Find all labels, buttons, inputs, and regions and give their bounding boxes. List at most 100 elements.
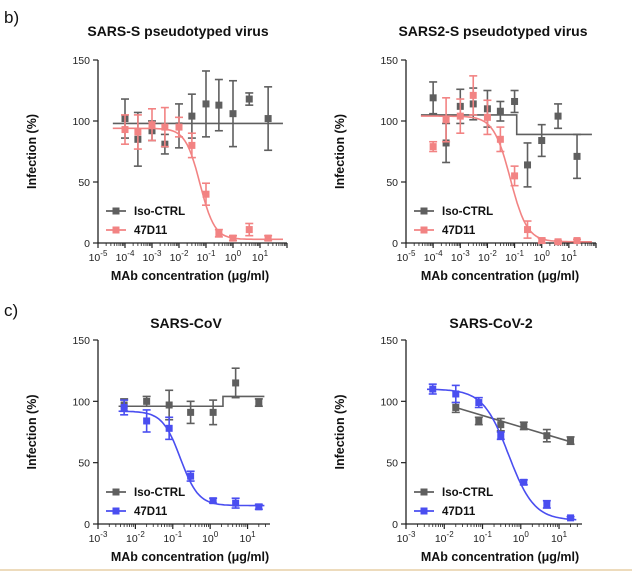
series-47d11: 47D11 <box>414 75 592 246</box>
legend-swatch-marker <box>112 207 120 215</box>
data-point <box>543 500 551 508</box>
series-iso-ctrl: Iso-CTRL <box>414 401 575 499</box>
x-tick-label: 10-2 <box>126 530 145 545</box>
data-point <box>165 401 173 409</box>
data-point <box>209 497 217 505</box>
series-47d11: 47D11 <box>414 383 577 522</box>
data-point <box>567 514 575 522</box>
y-tick-label: 0 <box>392 519 398 531</box>
data-point <box>442 139 450 147</box>
x-tick-label: 101 <box>551 530 568 545</box>
data-point <box>483 113 491 121</box>
legend-label: 47D11 <box>442 506 476 518</box>
x-tick-label: 101 <box>561 249 578 264</box>
x-tick-label: 10-1 <box>197 249 216 264</box>
data-point <box>429 385 437 393</box>
data-point <box>429 143 437 151</box>
data-point <box>232 499 240 507</box>
y-tick-label: 100 <box>380 116 398 128</box>
data-point <box>209 408 217 416</box>
fit-curve <box>420 115 592 243</box>
chart-panel-1: SARS-S pseudotyped virus 0 50 100 150 10-5 10-… <box>25 23 288 283</box>
y-tick-label: 0 <box>84 238 90 250</box>
data-point <box>188 141 196 149</box>
data-point <box>255 503 263 511</box>
x-tick-label: 10-4 <box>116 249 135 264</box>
data-point <box>520 422 528 430</box>
data-point <box>245 95 253 103</box>
data-point <box>496 107 504 115</box>
fit-curve <box>420 114 592 136</box>
legend-swatch-marker <box>420 226 428 234</box>
y-tick-label: 50 <box>386 177 398 189</box>
data-point <box>161 123 169 131</box>
y-tick-label: 100 <box>380 396 398 408</box>
y-tick-label: 100 <box>72 116 90 128</box>
y-tick-label: 150 <box>380 335 398 347</box>
series-iso-ctrl: Iso-CTRL <box>106 367 265 499</box>
x-tick-label: 10-2 <box>435 530 454 545</box>
data-point <box>524 226 532 234</box>
y-tick-label: 150 <box>72 55 90 67</box>
x-tick-label: 100 <box>534 249 551 264</box>
data-point <box>554 112 562 120</box>
legend-label: Iso-CTRL <box>134 206 185 218</box>
legend-label: 47D11 <box>134 506 168 518</box>
charts-group: SARS-S pseudotyped virus 0 50 100 150 10-5 10-… <box>25 23 597 564</box>
data-point <box>524 161 532 169</box>
x-tick-label: 100 <box>202 530 219 545</box>
legend-swatch-marker <box>420 488 428 496</box>
y-axis-label: Infection (%) <box>25 395 39 470</box>
data-point <box>511 97 519 105</box>
x-tick-label: 100 <box>513 530 530 545</box>
x-tick-label: 10-1 <box>163 530 182 545</box>
data-point <box>202 100 210 108</box>
x-tick-label: 10-3 <box>397 530 416 545</box>
x-tick-label: 10-4 <box>424 249 443 264</box>
y-tick-label: 0 <box>392 238 398 250</box>
data-point <box>456 112 464 120</box>
data-point <box>121 126 129 134</box>
data-point <box>497 432 505 440</box>
data-point <box>143 397 151 405</box>
x-axis-label: MAb concentration (μg/ml) <box>421 550 579 564</box>
data-point <box>215 101 223 109</box>
data-point <box>264 234 272 242</box>
chart-title: SARS-S pseudotyped virus <box>87 23 268 39</box>
fit-curve <box>427 388 577 521</box>
data-point <box>232 379 240 387</box>
series-iso-ctrl: Iso-CTRL <box>414 81 592 218</box>
legend-label: Iso-CTRL <box>442 206 493 218</box>
y-tick-label: 50 <box>78 458 90 470</box>
data-point <box>148 121 156 129</box>
data-point <box>202 190 210 198</box>
data-point <box>452 390 460 398</box>
x-axis-label: MAb concentration (μg/ml) <box>111 269 269 283</box>
data-point <box>429 94 437 102</box>
x-tick-label: 101 <box>239 530 256 545</box>
data-point <box>215 229 223 237</box>
fit-curve <box>118 410 265 507</box>
series-47d11: 47D11 <box>106 106 283 242</box>
x-tick-label: 10-2 <box>478 249 497 264</box>
legend-swatch-marker <box>112 507 120 515</box>
x-tick-label: 100 <box>225 249 242 264</box>
x-tick-label: 10-5 <box>397 249 416 264</box>
data-point <box>538 237 546 245</box>
data-point <box>573 237 581 245</box>
chart-title: SARS2-S pseudotyped virus <box>398 23 587 39</box>
panel-letter-c: c) <box>4 301 18 320</box>
data-point <box>165 424 173 432</box>
fit-curve <box>455 406 571 443</box>
data-point <box>442 116 450 124</box>
x-axis-label: MAb concentration (μg/ml) <box>111 550 269 564</box>
y-tick-label: 50 <box>78 177 90 189</box>
legend-label: Iso-CTRL <box>134 487 185 499</box>
data-point <box>573 152 581 160</box>
legend-swatch-marker <box>420 207 428 215</box>
x-tick-label: 10-2 <box>170 249 189 264</box>
chart-panel-2: SARS2-S pseudotyped virus 0 50 100 150 10-5 10… <box>333 23 597 283</box>
data-point <box>496 135 504 143</box>
data-point <box>452 403 460 411</box>
